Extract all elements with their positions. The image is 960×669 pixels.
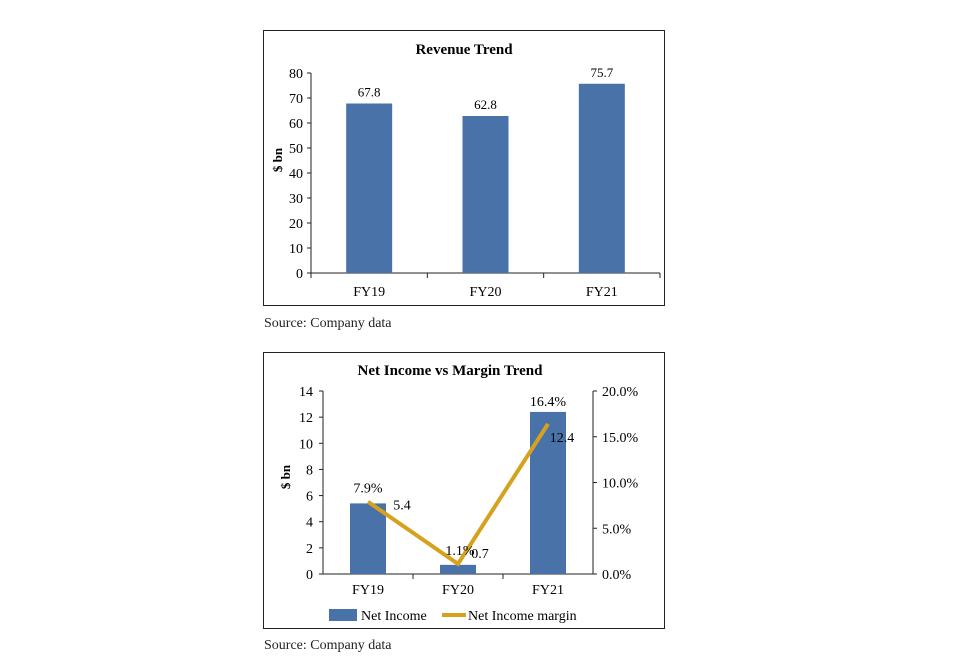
y-tick-label: 10 (299, 437, 313, 452)
revenue-chart: Revenue Trend $ bn 0 10 20 30 40 50 60 70 80 67.8… (270, 42, 661, 300)
y-tick-label: 60 (289, 117, 303, 132)
legend: Net Income Net Income margin (329, 609, 577, 624)
y-axis-label: $ bn (278, 464, 293, 489)
bar-data-label: 0.7 (471, 547, 489, 562)
legend-swatch-net-income (329, 609, 357, 621)
y-tick-label: 12 (299, 411, 313, 426)
source-note: Source: Company data (264, 316, 392, 331)
y-tick-label: 0 (296, 267, 303, 282)
y2-tick-label: 15.0% (602, 431, 639, 446)
line-data-label: 1.1% (445, 544, 475, 559)
line-data-label: 7.9% (353, 482, 383, 497)
y-tick-label: 14 (299, 385, 313, 400)
y-tick-label: 0 (306, 568, 313, 583)
legend-label-net-income: Net Income (361, 609, 427, 624)
revenue-chart-frame: Revenue Trend $ bn 0 10 20 30 40 50 60 70 80 67.8… (263, 30, 665, 306)
bar (462, 116, 509, 273)
y-tick-label: 40 (289, 167, 303, 182)
net-income-chart: Net Income vs Margin Trend $ bn 0 2 4 6 8 10 1… (278, 363, 639, 624)
chart-title: Net Income vs Margin Trend (358, 363, 544, 379)
source-note: Source: Company data (264, 638, 392, 653)
y2-tick-label: 5.0% (602, 522, 632, 537)
y-tick-label: 4 (306, 516, 313, 531)
y-tick-label: 2 (306, 542, 313, 557)
y2-tick-label: 10.0% (602, 477, 639, 492)
y-tick-label: 20 (289, 217, 303, 232)
bar (350, 503, 386, 574)
x-tick-label: FY20 (470, 285, 502, 300)
y-tick-label: 30 (289, 192, 303, 207)
y-axis-label: $ bn (270, 147, 285, 172)
data-label: 67.8 (358, 85, 381, 100)
y-tick-label: 50 (289, 142, 303, 157)
bar (346, 103, 393, 273)
x-tick-label: FY21 (586, 285, 618, 300)
line-data-label: 16.4% (530, 395, 567, 410)
y2-tick-label: 20.0% (602, 385, 639, 400)
y-tick-label: 80 (289, 67, 303, 82)
y-tick-label: 70 (289, 92, 303, 107)
bar-data-label: 12.4 (550, 431, 575, 446)
y-tick-label: 6 (306, 490, 313, 505)
net-income-chart-frame: Net Income vs Margin Trend $ bn 0 2 4 6 8 10 1… (263, 352, 665, 629)
x-tick-label: FY20 (442, 583, 474, 598)
y-tick-label: 10 (289, 242, 303, 257)
y-tick-label: 8 (306, 463, 313, 478)
data-label: 62.8 (474, 97, 497, 112)
y2-tick-label: 0.0% (602, 568, 632, 583)
bar (440, 564, 476, 574)
margin-line (366, 422, 550, 567)
legend-label-net-income-margin: Net Income margin (468, 609, 577, 624)
x-tick-label: FY19 (353, 285, 385, 300)
bar (578, 83, 625, 273)
x-tick-label: FY21 (532, 583, 564, 598)
chart-title: Revenue Trend (415, 42, 513, 58)
data-label: 75.7 (590, 65, 613, 80)
bar-data-label: 5.4 (393, 498, 411, 513)
x-tick-label: FY19 (352, 583, 384, 598)
